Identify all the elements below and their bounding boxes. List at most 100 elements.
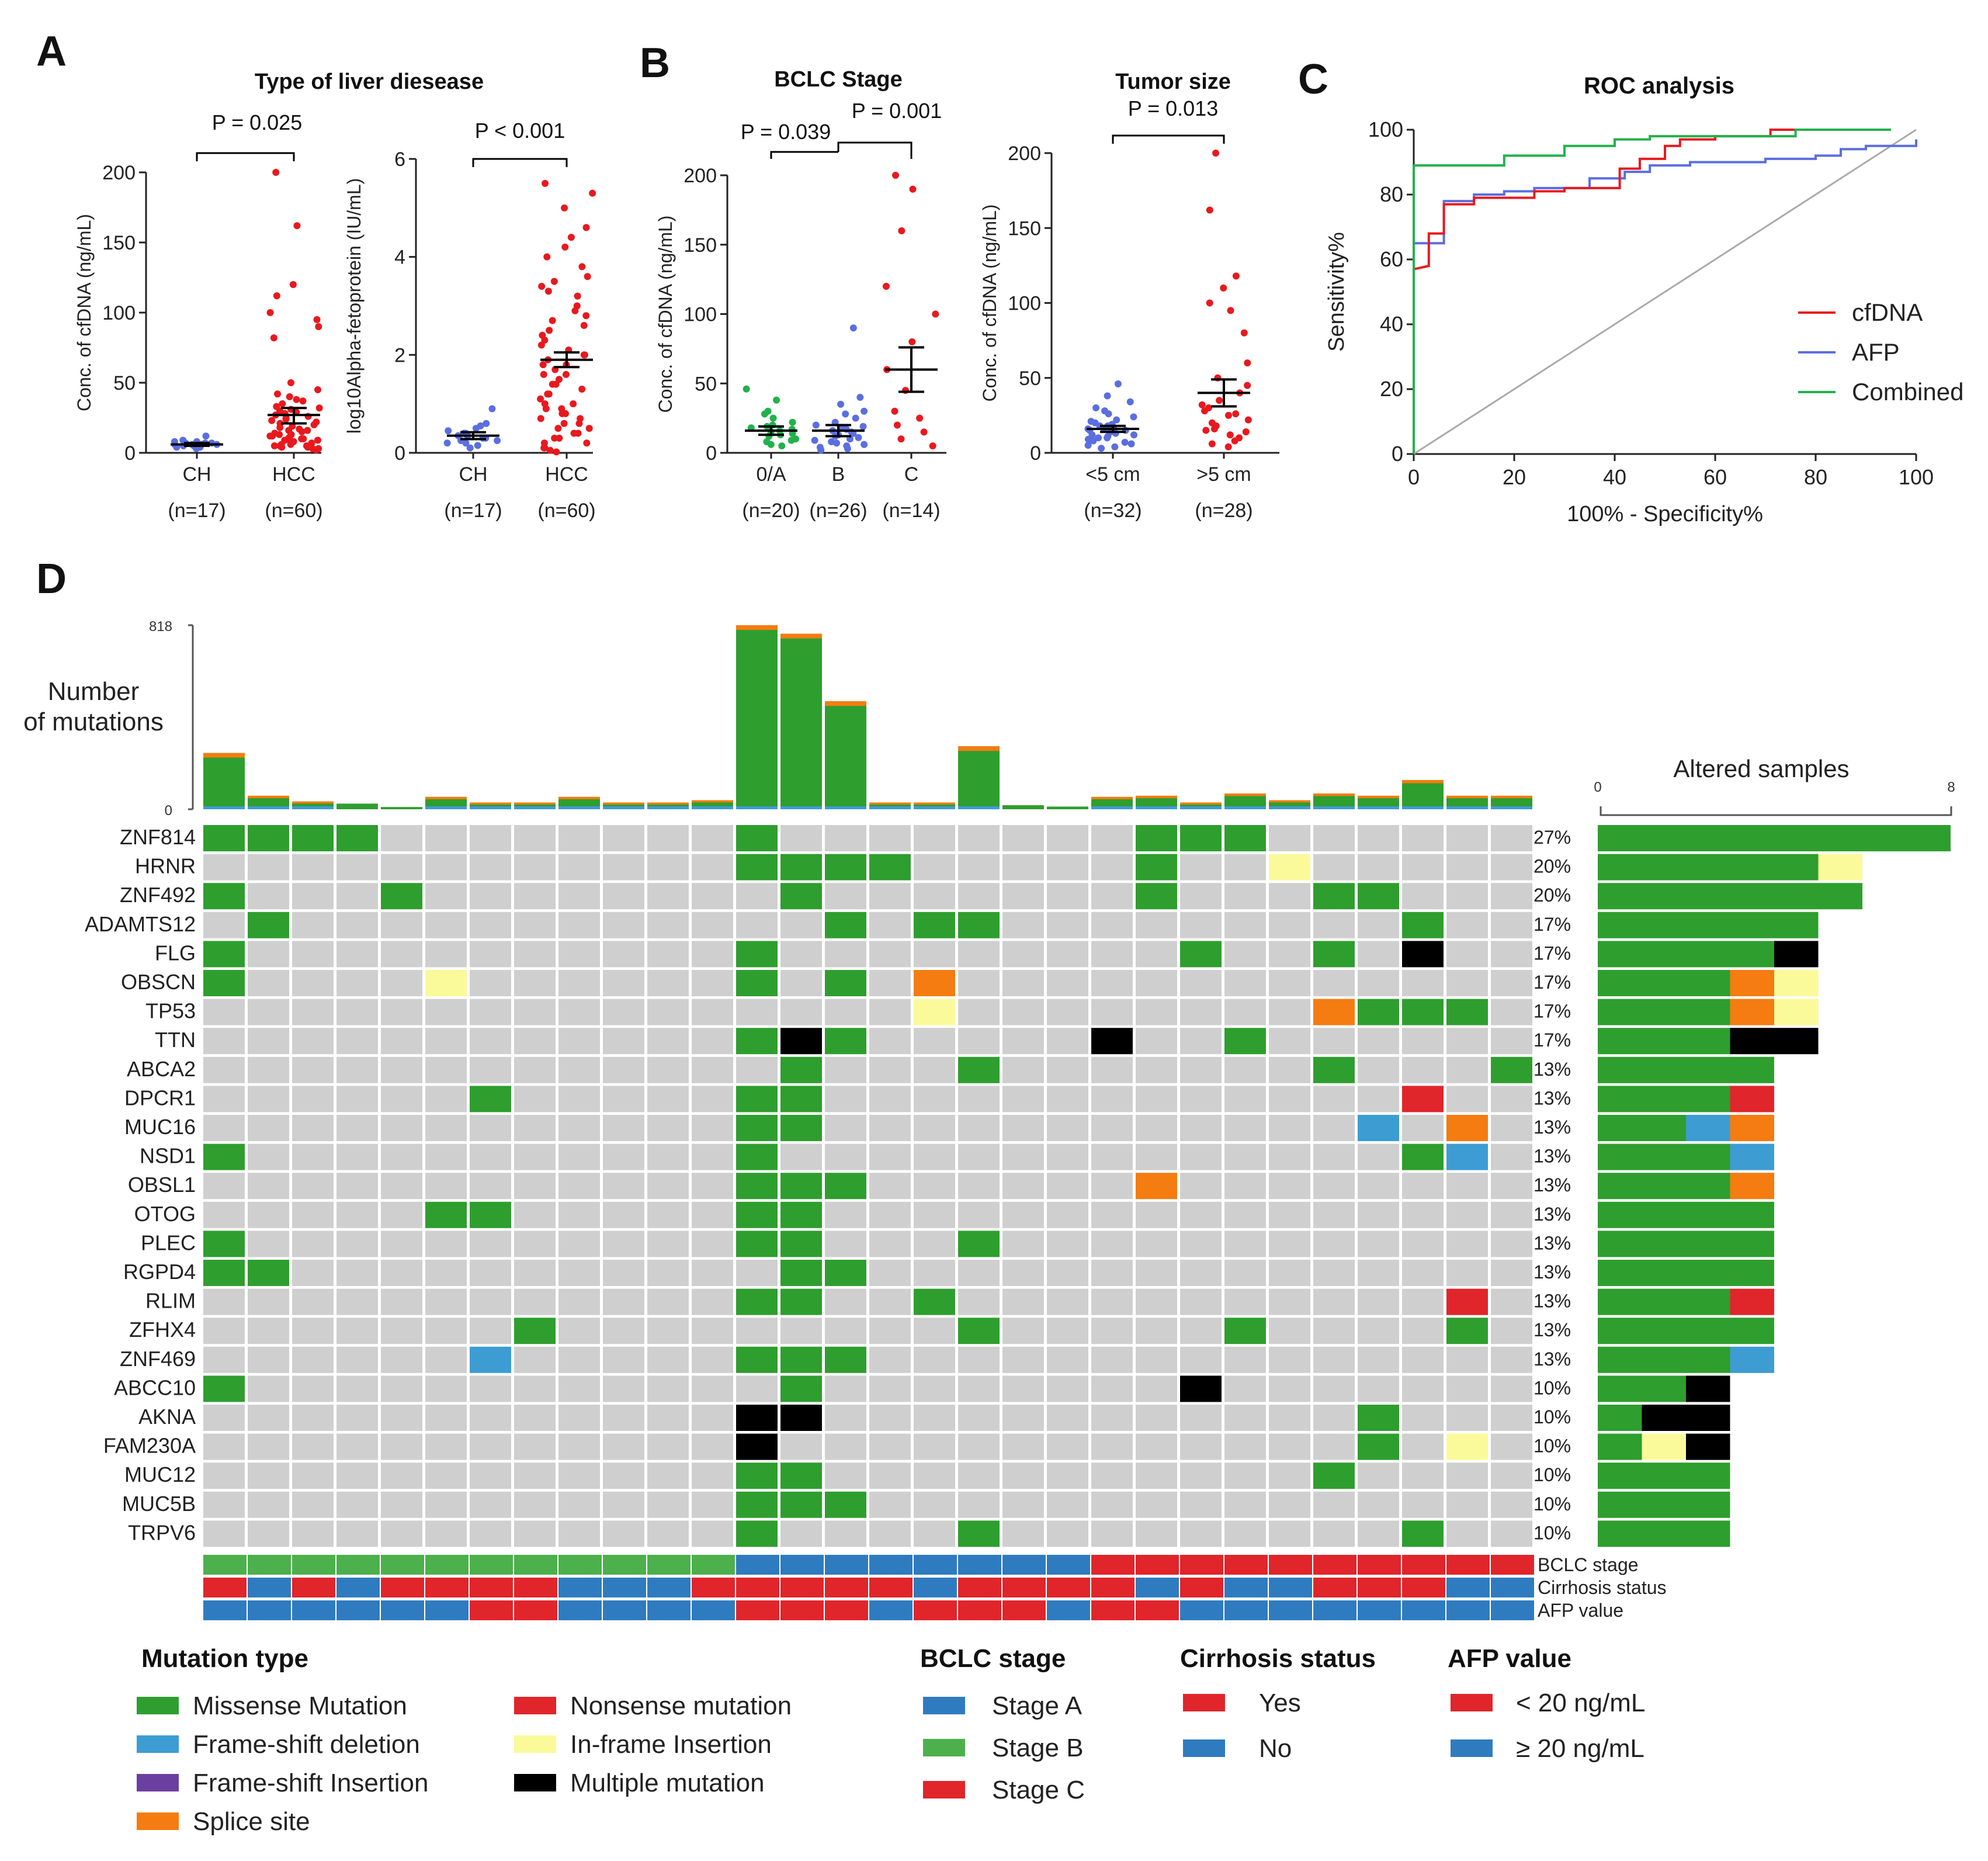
gene-label: DPCR1 <box>124 1086 196 1110</box>
legend-label: cfDNA <box>1852 299 1923 326</box>
annotation-cell <box>736 1578 779 1597</box>
gene-label: ZFHX4 <box>129 1318 196 1342</box>
empty-cell <box>514 1260 556 1286</box>
empty-cell <box>1002 1405 1044 1431</box>
gene-label: FAM230A <box>103 1434 196 1458</box>
altered-segment <box>1598 1433 1642 1460</box>
legend-label: Nonsense mutation <box>570 1692 792 1720</box>
gene-label: MUC16 <box>124 1115 196 1139</box>
empty-cell <box>825 1086 866 1113</box>
mutation-cell-missense <box>825 1346 866 1373</box>
mutation-cell-missense <box>958 1318 1000 1344</box>
empty-cell <box>1358 912 1399 938</box>
group-n-label: (n=32) <box>1084 500 1142 522</box>
empty-cell <box>203 1086 245 1113</box>
empty-cell <box>1313 1346 1355 1373</box>
data-point <box>1121 439 1129 446</box>
empty-cell <box>1224 999 1266 1025</box>
empty-cell <box>1047 1405 1088 1431</box>
empty-cell <box>1091 1260 1133 1286</box>
empty-cell <box>558 1028 600 1055</box>
data-point <box>289 281 297 288</box>
data-point <box>892 172 900 179</box>
annotation-cell <box>1358 1555 1401 1575</box>
empty-cell <box>603 1260 644 1286</box>
empty-cell <box>1002 912 1044 938</box>
empty-cell <box>692 1201 733 1228</box>
empty-cell <box>336 970 378 996</box>
empty-cell <box>514 1491 556 1518</box>
empty-cell <box>780 999 822 1025</box>
empty-cell <box>780 970 822 996</box>
annotation-cell <box>248 1578 291 1597</box>
empty-cell <box>248 1115 289 1141</box>
mutation-count-bar <box>1402 779 1444 809</box>
data-point <box>1232 410 1240 418</box>
empty-cell <box>381 1173 422 1200</box>
empty-cell <box>425 912 467 938</box>
group-n-label: (n=20) <box>742 500 800 522</box>
legend-swatch-splice <box>137 1813 179 1830</box>
altered-segment <box>1642 1115 1686 1141</box>
mutation-cell-missense <box>825 970 866 996</box>
empty-cell <box>203 1115 245 1141</box>
empty-cell <box>381 941 422 968</box>
gene-label: ABCC10 <box>114 1375 196 1399</box>
empty-cell <box>1091 1143 1133 1170</box>
empty-cell <box>647 970 689 996</box>
annotation-cell <box>780 1578 824 1597</box>
mutation-cell-missense <box>736 1115 778 1141</box>
mutation-cell-missense <box>203 970 245 996</box>
panel-letter-c: C <box>1298 56 1328 103</box>
empty-cell <box>825 1433 866 1460</box>
empty-cell <box>914 883 955 910</box>
data-point <box>445 427 452 435</box>
empty-cell <box>203 1346 245 1373</box>
empty-cell <box>1180 1520 1222 1547</box>
annotation-cell <box>1224 1555 1268 1575</box>
altered-segment <box>1642 1520 1686 1547</box>
data-point <box>274 390 282 398</box>
altered-segment <box>1642 1463 1686 1489</box>
empty-cell <box>1224 1288 1266 1315</box>
empty-cell <box>1313 1173 1355 1200</box>
empty-cell <box>692 1288 733 1315</box>
annotation-cell <box>958 1600 1001 1620</box>
empty-cell <box>914 1491 955 1518</box>
altered-segment <box>1642 854 1686 881</box>
y-tick-label: 150 <box>102 232 136 254</box>
mutation-cell-missense <box>736 1346 778 1373</box>
annotation-cell <box>1002 1578 1046 1597</box>
empty-cell <box>1358 1346 1399 1373</box>
empty-cell <box>558 1056 600 1083</box>
empty-cell <box>869 912 911 938</box>
mutation-count-bar <box>780 633 822 809</box>
y-tick-label: 20 <box>1380 377 1403 401</box>
empty-cell <box>292 1173 334 1200</box>
empty-cell <box>292 1346 334 1373</box>
empty-cell <box>1180 883 1222 910</box>
empty-cell <box>425 1405 467 1431</box>
empty-cell <box>1002 854 1044 881</box>
empty-cell <box>336 1375 378 1402</box>
mutation-count-bar-splice <box>558 796 600 799</box>
data-point <box>844 445 851 452</box>
mutation-count-bar-splice <box>1136 795 1177 799</box>
empty-cell <box>647 1346 689 1373</box>
mutation-cell-missense <box>780 1491 822 1518</box>
empty-cell <box>1269 999 1310 1025</box>
empty-cell <box>470 1056 511 1083</box>
data-point <box>1212 150 1220 157</box>
annotation-cell <box>603 1600 646 1620</box>
empty-cell <box>736 1318 778 1344</box>
mutation-cell-missense <box>248 825 289 851</box>
mutation-count-bar-fsdel <box>1313 806 1355 809</box>
data-point <box>1098 445 1105 452</box>
altered-segment <box>1686 1143 1730 1170</box>
altered-segment <box>1598 912 1642 938</box>
altered-segment <box>1774 1028 1819 1055</box>
empty-cell <box>1224 1433 1266 1460</box>
empty-cell <box>869 1405 911 1431</box>
empty-cell <box>869 1143 911 1170</box>
empty-cell <box>1491 1143 1532 1170</box>
